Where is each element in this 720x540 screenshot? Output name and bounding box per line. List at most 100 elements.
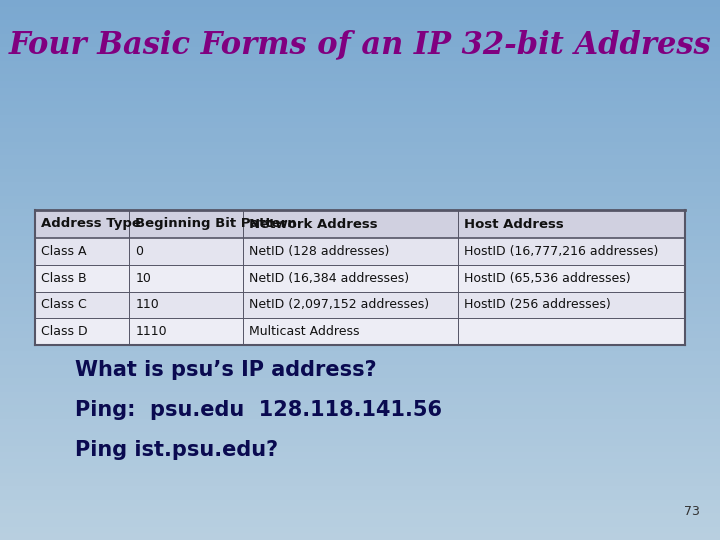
Bar xyxy=(0,81,720,87)
Bar xyxy=(0,519,720,526)
Bar xyxy=(0,6,720,14)
Bar xyxy=(0,291,720,297)
Bar xyxy=(0,405,720,411)
Text: HostID (16,777,216 addresses): HostID (16,777,216 addresses) xyxy=(464,245,658,258)
Bar xyxy=(0,492,720,500)
Bar xyxy=(35,210,685,238)
Bar xyxy=(0,351,720,357)
Bar xyxy=(0,392,720,399)
Bar xyxy=(0,480,720,486)
Text: 1110: 1110 xyxy=(135,325,167,338)
Bar xyxy=(0,249,720,256)
Bar xyxy=(0,189,720,195)
Bar xyxy=(0,102,720,108)
Text: Class B: Class B xyxy=(41,272,86,285)
Bar xyxy=(0,310,720,317)
Bar xyxy=(0,357,720,364)
Bar xyxy=(0,27,720,33)
Text: Class C: Class C xyxy=(41,299,86,312)
Bar xyxy=(0,148,720,156)
Text: Class A: Class A xyxy=(41,245,86,258)
Text: Four Basic Forms of an IP 32-bit Address: Four Basic Forms of an IP 32-bit Address xyxy=(9,30,711,60)
Text: NetID (128 addresses): NetID (128 addresses) xyxy=(249,245,390,258)
Bar xyxy=(0,465,720,472)
Bar xyxy=(0,40,720,47)
Bar xyxy=(0,168,720,176)
Bar xyxy=(0,303,720,310)
Bar xyxy=(0,432,720,438)
Text: What is psu’s IP address?: What is psu’s IP address? xyxy=(75,360,377,380)
Bar xyxy=(0,418,720,426)
Bar xyxy=(0,176,720,183)
Bar xyxy=(35,265,685,292)
Bar xyxy=(0,237,720,243)
Bar xyxy=(0,256,720,263)
Bar xyxy=(0,317,720,324)
Text: 10: 10 xyxy=(135,272,151,285)
Text: NetID (16,384 addresses): NetID (16,384 addresses) xyxy=(249,272,409,285)
Bar xyxy=(0,108,720,115)
Bar xyxy=(0,60,720,68)
Bar xyxy=(0,122,720,128)
Bar xyxy=(0,135,720,141)
Bar xyxy=(0,453,720,459)
Bar xyxy=(0,384,720,391)
Bar xyxy=(0,500,720,507)
Bar xyxy=(0,426,720,432)
Bar xyxy=(0,54,720,60)
Bar xyxy=(0,324,720,330)
Bar xyxy=(0,141,720,149)
Bar xyxy=(0,156,720,162)
Text: 0: 0 xyxy=(135,245,143,258)
Bar xyxy=(0,270,720,276)
Bar xyxy=(0,507,720,513)
Bar xyxy=(0,411,720,418)
Bar xyxy=(0,364,720,372)
Bar xyxy=(0,446,720,453)
Bar xyxy=(0,513,720,519)
Bar xyxy=(0,486,720,492)
Bar xyxy=(0,263,720,270)
Bar xyxy=(0,243,720,249)
Bar xyxy=(0,195,720,202)
Bar xyxy=(0,459,720,465)
Bar xyxy=(0,128,720,135)
Bar xyxy=(0,87,720,94)
Text: Class D: Class D xyxy=(41,325,88,338)
Bar xyxy=(0,20,720,27)
Text: HostID (65,536 addresses): HostID (65,536 addresses) xyxy=(464,272,630,285)
Bar xyxy=(0,202,720,209)
Bar xyxy=(0,68,720,74)
Bar xyxy=(0,14,720,20)
Bar xyxy=(0,33,720,40)
Bar xyxy=(0,47,720,54)
Bar xyxy=(35,318,685,345)
Bar xyxy=(0,183,720,189)
Bar xyxy=(0,526,720,534)
Bar xyxy=(0,209,720,216)
Bar xyxy=(0,0,720,6)
Text: NetID (2,097,152 addresses): NetID (2,097,152 addresses) xyxy=(249,299,429,312)
Bar xyxy=(0,372,720,378)
Bar xyxy=(0,230,720,237)
Bar xyxy=(0,222,720,230)
Text: Address Type: Address Type xyxy=(41,218,141,231)
Bar xyxy=(35,238,685,265)
Text: Network Address: Network Address xyxy=(249,218,377,231)
Text: Multicast Address: Multicast Address xyxy=(249,325,359,338)
Bar xyxy=(0,216,720,222)
Bar xyxy=(0,276,720,284)
Text: Host Address: Host Address xyxy=(464,218,563,231)
Text: 73: 73 xyxy=(684,505,700,518)
Text: 110: 110 xyxy=(135,299,159,312)
Bar xyxy=(0,338,720,345)
Bar xyxy=(0,534,720,540)
Text: Ping ist.psu.edu?: Ping ist.psu.edu? xyxy=(75,440,278,460)
Bar xyxy=(0,115,720,122)
Bar xyxy=(0,297,720,303)
Bar xyxy=(0,162,720,168)
Bar xyxy=(0,438,720,445)
Bar xyxy=(0,74,720,81)
Text: Beginning Bit Pattern: Beginning Bit Pattern xyxy=(135,218,297,231)
Bar xyxy=(0,330,720,338)
